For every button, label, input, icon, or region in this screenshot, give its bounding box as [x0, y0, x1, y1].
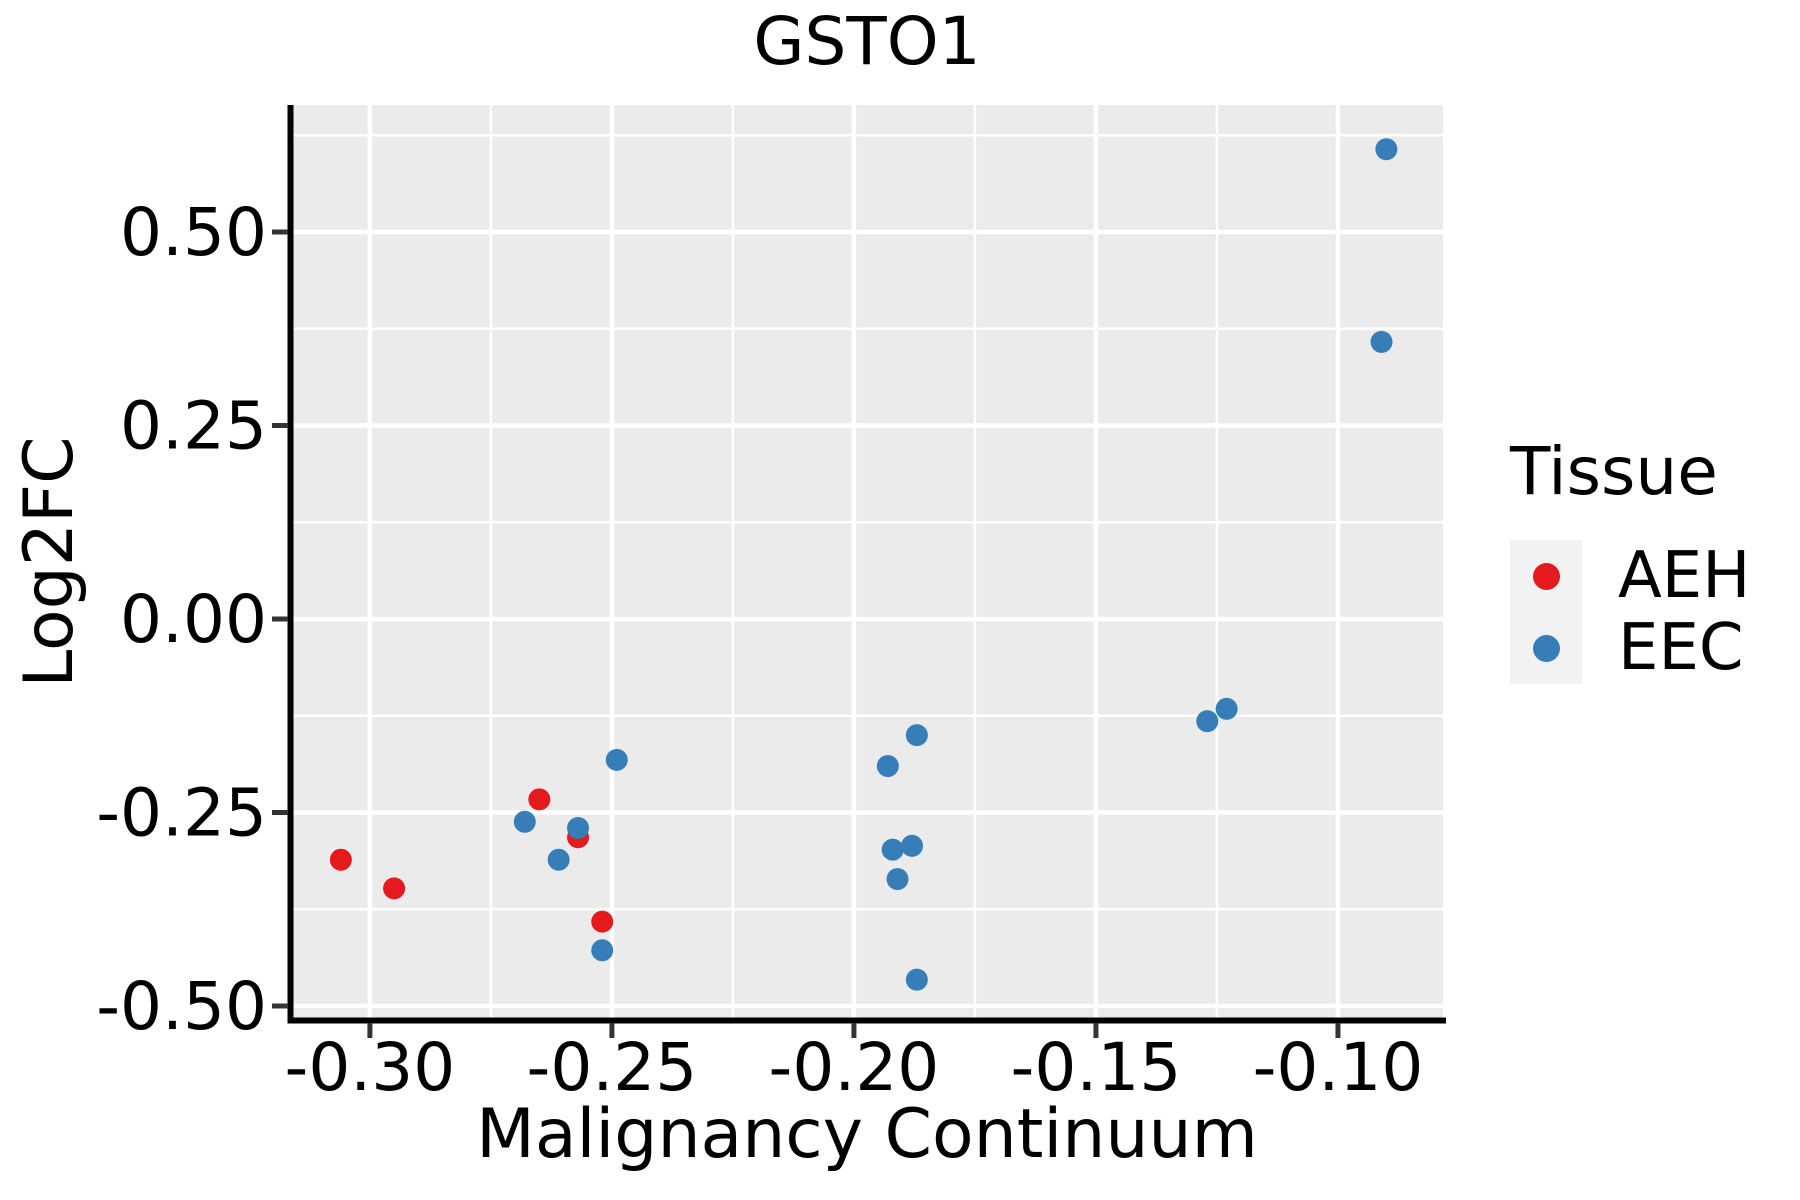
- data-point-aeh: [528, 788, 551, 811]
- legend-key-box: [1510, 540, 1582, 612]
- legend-keys: AEH EEC: [1510, 540, 1750, 684]
- legend-entry-aeh: AEH: [1510, 540, 1750, 612]
- legend-label-aeh: AEH: [1618, 539, 1751, 613]
- data-point-eec: [1196, 710, 1219, 733]
- legend-title: Tissue: [1510, 433, 1718, 510]
- x-tick-label: -0.30: [285, 1029, 456, 1106]
- data-point-aeh: [383, 877, 406, 900]
- eec-point-icon: [1532, 634, 1560, 662]
- legend: Tissue AEH EEC: [1510, 437, 1750, 684]
- data-point-eec: [1375, 138, 1398, 161]
- plot-title: GSTO1: [753, 3, 981, 80]
- x-tick-label: -0.15: [1011, 1029, 1182, 1106]
- data-point-eec: [881, 838, 904, 861]
- x-tick-label: -0.25: [527, 1029, 698, 1106]
- data-point-eec: [905, 968, 928, 991]
- panel-background: [291, 105, 1443, 1018]
- legend-key-box: [1510, 612, 1582, 684]
- x-axis-title: Malignancy Continuum: [476, 1095, 1258, 1174]
- data-point-eec: [901, 834, 924, 857]
- data-point-eec: [567, 816, 590, 839]
- y-axis-title: Log2FC: [10, 436, 89, 688]
- y-tick-label: 0.50: [120, 194, 267, 271]
- legend-label-eec: EEC: [1618, 611, 1744, 685]
- x-tick-label: -0.20: [769, 1029, 940, 1106]
- legend-entry-eec: EEC: [1510, 612, 1750, 684]
- y-tick-label: -0.25: [96, 775, 267, 852]
- y-tick-label: 0.25: [120, 388, 267, 465]
- aeh-point-icon: [1532, 562, 1560, 590]
- data-point-aeh: [329, 848, 352, 871]
- data-point-eec: [591, 939, 614, 962]
- x-tick-label: -0.10: [1253, 1029, 1424, 1106]
- data-point-eec: [886, 868, 909, 891]
- data-point-eec: [513, 810, 536, 833]
- y-tick-label: -0.50: [96, 968, 267, 1045]
- data-point-eec: [876, 755, 899, 778]
- data-point-eec: [1215, 697, 1238, 720]
- data-point-eec: [1370, 330, 1393, 353]
- data-point-aeh: [591, 910, 614, 933]
- data-point-eec: [905, 724, 928, 747]
- data-point-eec: [547, 848, 570, 871]
- y-tick-label: 0.00: [120, 581, 267, 658]
- data-point-eec: [605, 748, 628, 771]
